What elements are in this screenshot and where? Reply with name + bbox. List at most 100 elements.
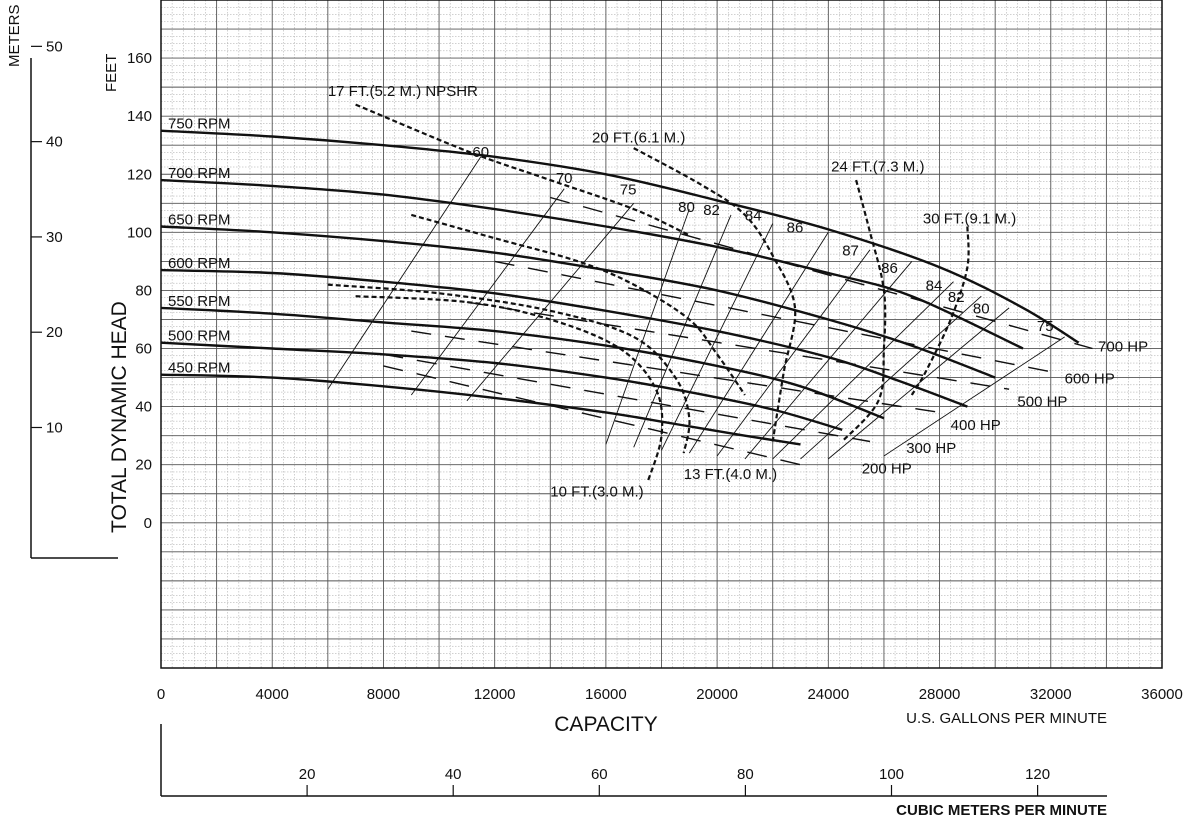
secondary-y-axis: 10 20 30 40 50 [30,38,118,559]
x-tick-label: 12000 [474,686,516,703]
horsepower-label: 700 HP [1098,338,1148,355]
y-axis-unit-feet: FEET [103,54,120,92]
speed-curve [160,178,1024,350]
y2-tick-label: 50 [46,38,63,55]
y2-tick-label: 20 [46,324,63,341]
x2-tick-label: 120 [1025,766,1050,783]
secondary-y-axis-ticks: 10 20 30 40 50 [31,38,63,436]
npshr-curve [910,226,970,396]
y-tick-label: 60 [135,341,152,358]
y2-tick-label: 40 [46,134,63,151]
y-tick-label: 140 [127,108,152,125]
efficiency-line [688,232,829,454]
x-tick-label: 16000 [585,686,627,703]
horsepower-line [466,301,1010,390]
npshr-label: 17 FT.(5.2 M.) NPSHR [328,83,478,100]
horsepower-line [411,330,940,414]
y-tick-label: 20 [135,457,152,474]
x2-tick-label: 80 [737,766,754,783]
y-axis-ticks: 0 20 40 60 80 100 120 140 160 [127,50,152,532]
efficiency-label: 84 [926,277,943,294]
efficiency-line [744,261,913,460]
efficiency-line [327,156,482,390]
x-tick-label: 36000 [1141,686,1183,703]
y-tick-label: 80 [135,282,152,299]
speed-curve-label: 600 RPM [168,255,231,272]
secondary-y-axis-title: METERS [6,4,23,67]
efficiency-label: 86 [881,260,898,277]
npshr-label: 10 FT.(3.0 M.) [550,484,643,501]
efficiency-label: 82 [703,202,720,219]
efficiency-label: 87 [842,243,859,260]
x-tick-label: 8000 [367,686,400,703]
x-tick-label: 20000 [696,686,738,703]
speed-curve [160,306,885,420]
efficiency-label: 84 [745,208,762,225]
x-tick-label: 28000 [919,686,961,703]
speed-curves [160,129,1080,446]
speed-curve-label: 550 RPM [168,293,231,310]
efficiency-label: 80 [678,199,695,216]
y2-tick-label: 10 [46,419,63,436]
y-tick-label: 160 [127,50,152,67]
x2-tick-label: 100 [879,766,904,783]
npshr-curve [327,283,691,454]
npshr-label: 30 FT.(9.1 M.) [923,211,1016,228]
secondary-x-axis-title: CUBIC METERS PER MINUTE [896,802,1107,818]
plot-frame [160,0,1163,669]
x2-tick-label: 40 [445,766,462,783]
y-tick-label: 120 [127,166,152,183]
speed-curve [160,225,996,379]
speed-curve-label: 450 RPM [168,360,231,377]
efficiency-label: 75 [1037,318,1054,335]
x-axis-ticks: 0 4000 8000 12000 16000 20000 24000 28000 32000 3… [157,686,1183,703]
curve-labels: 750 RPM 700 RPM 650 RPM 600 RPM 550 RPM 500 R… [168,83,1148,501]
efficiency-line [716,249,871,457]
horsepower-label: 300 HP [906,440,956,457]
speed-curve-label: 700 RPM [168,165,231,182]
efficiency-line [661,223,774,451]
x2-tick-label: 60 [591,766,608,783]
x-tick-label: 24000 [807,686,849,703]
npshr-curve [355,103,690,237]
horsepower-line [383,365,801,466]
speed-curve-label: 750 RPM [168,116,231,133]
x2-tick-label: 20 [299,766,316,783]
efficiency-label: 70 [556,170,573,187]
x-tick-label: 0 [157,686,165,703]
npshr-label: 24 FT.(7.3 M.) [831,158,924,175]
x-tick-label: 4000 [256,686,289,703]
horsepower-label: 400 HP [951,417,1001,434]
efficiency-line [883,336,1065,457]
horsepower-line [494,260,1051,373]
speed-curve [160,341,843,431]
npshr-curve [355,295,664,483]
efficiency-label: 75 [620,182,637,199]
npshr-label: 20 FT.(6.1 M.) [592,129,685,146]
horsepower-lines [383,196,1093,466]
speed-curve [160,268,968,408]
horsepower-label: 600 HP [1065,370,1115,387]
efficiency-line [605,208,690,445]
y-tick-label: 0 [144,515,152,532]
y-axis-title: TOTAL DYNAMIC HEAD [108,301,131,533]
y-tick-label: 40 [135,399,152,416]
horsepower-line [383,353,871,443]
x-tick-label: 32000 [1030,686,1072,703]
efficiency-label: 82 [948,289,965,306]
speed-curve [160,129,1080,344]
efficiency-label: 80 [973,301,990,318]
horsepower-label: 200 HP [862,460,912,477]
npshr-curve [633,147,797,442]
secondary-x-axis-ticks: 20 40 60 80 100 120 [299,766,1050,796]
speed-curve-label: 650 RPM [168,212,231,229]
x-axis-title: CAPACITY [554,713,657,736]
speed-curve [160,373,801,446]
efficiency-line [633,214,732,448]
horsepower-line [550,196,1093,350]
speed-curve-label: 500 RPM [168,328,231,345]
secondary-x-axis: 20 40 60 80 100 120 [160,724,1107,797]
efficiency-label: 60 [472,144,489,161]
efficiency-line [828,307,1010,460]
